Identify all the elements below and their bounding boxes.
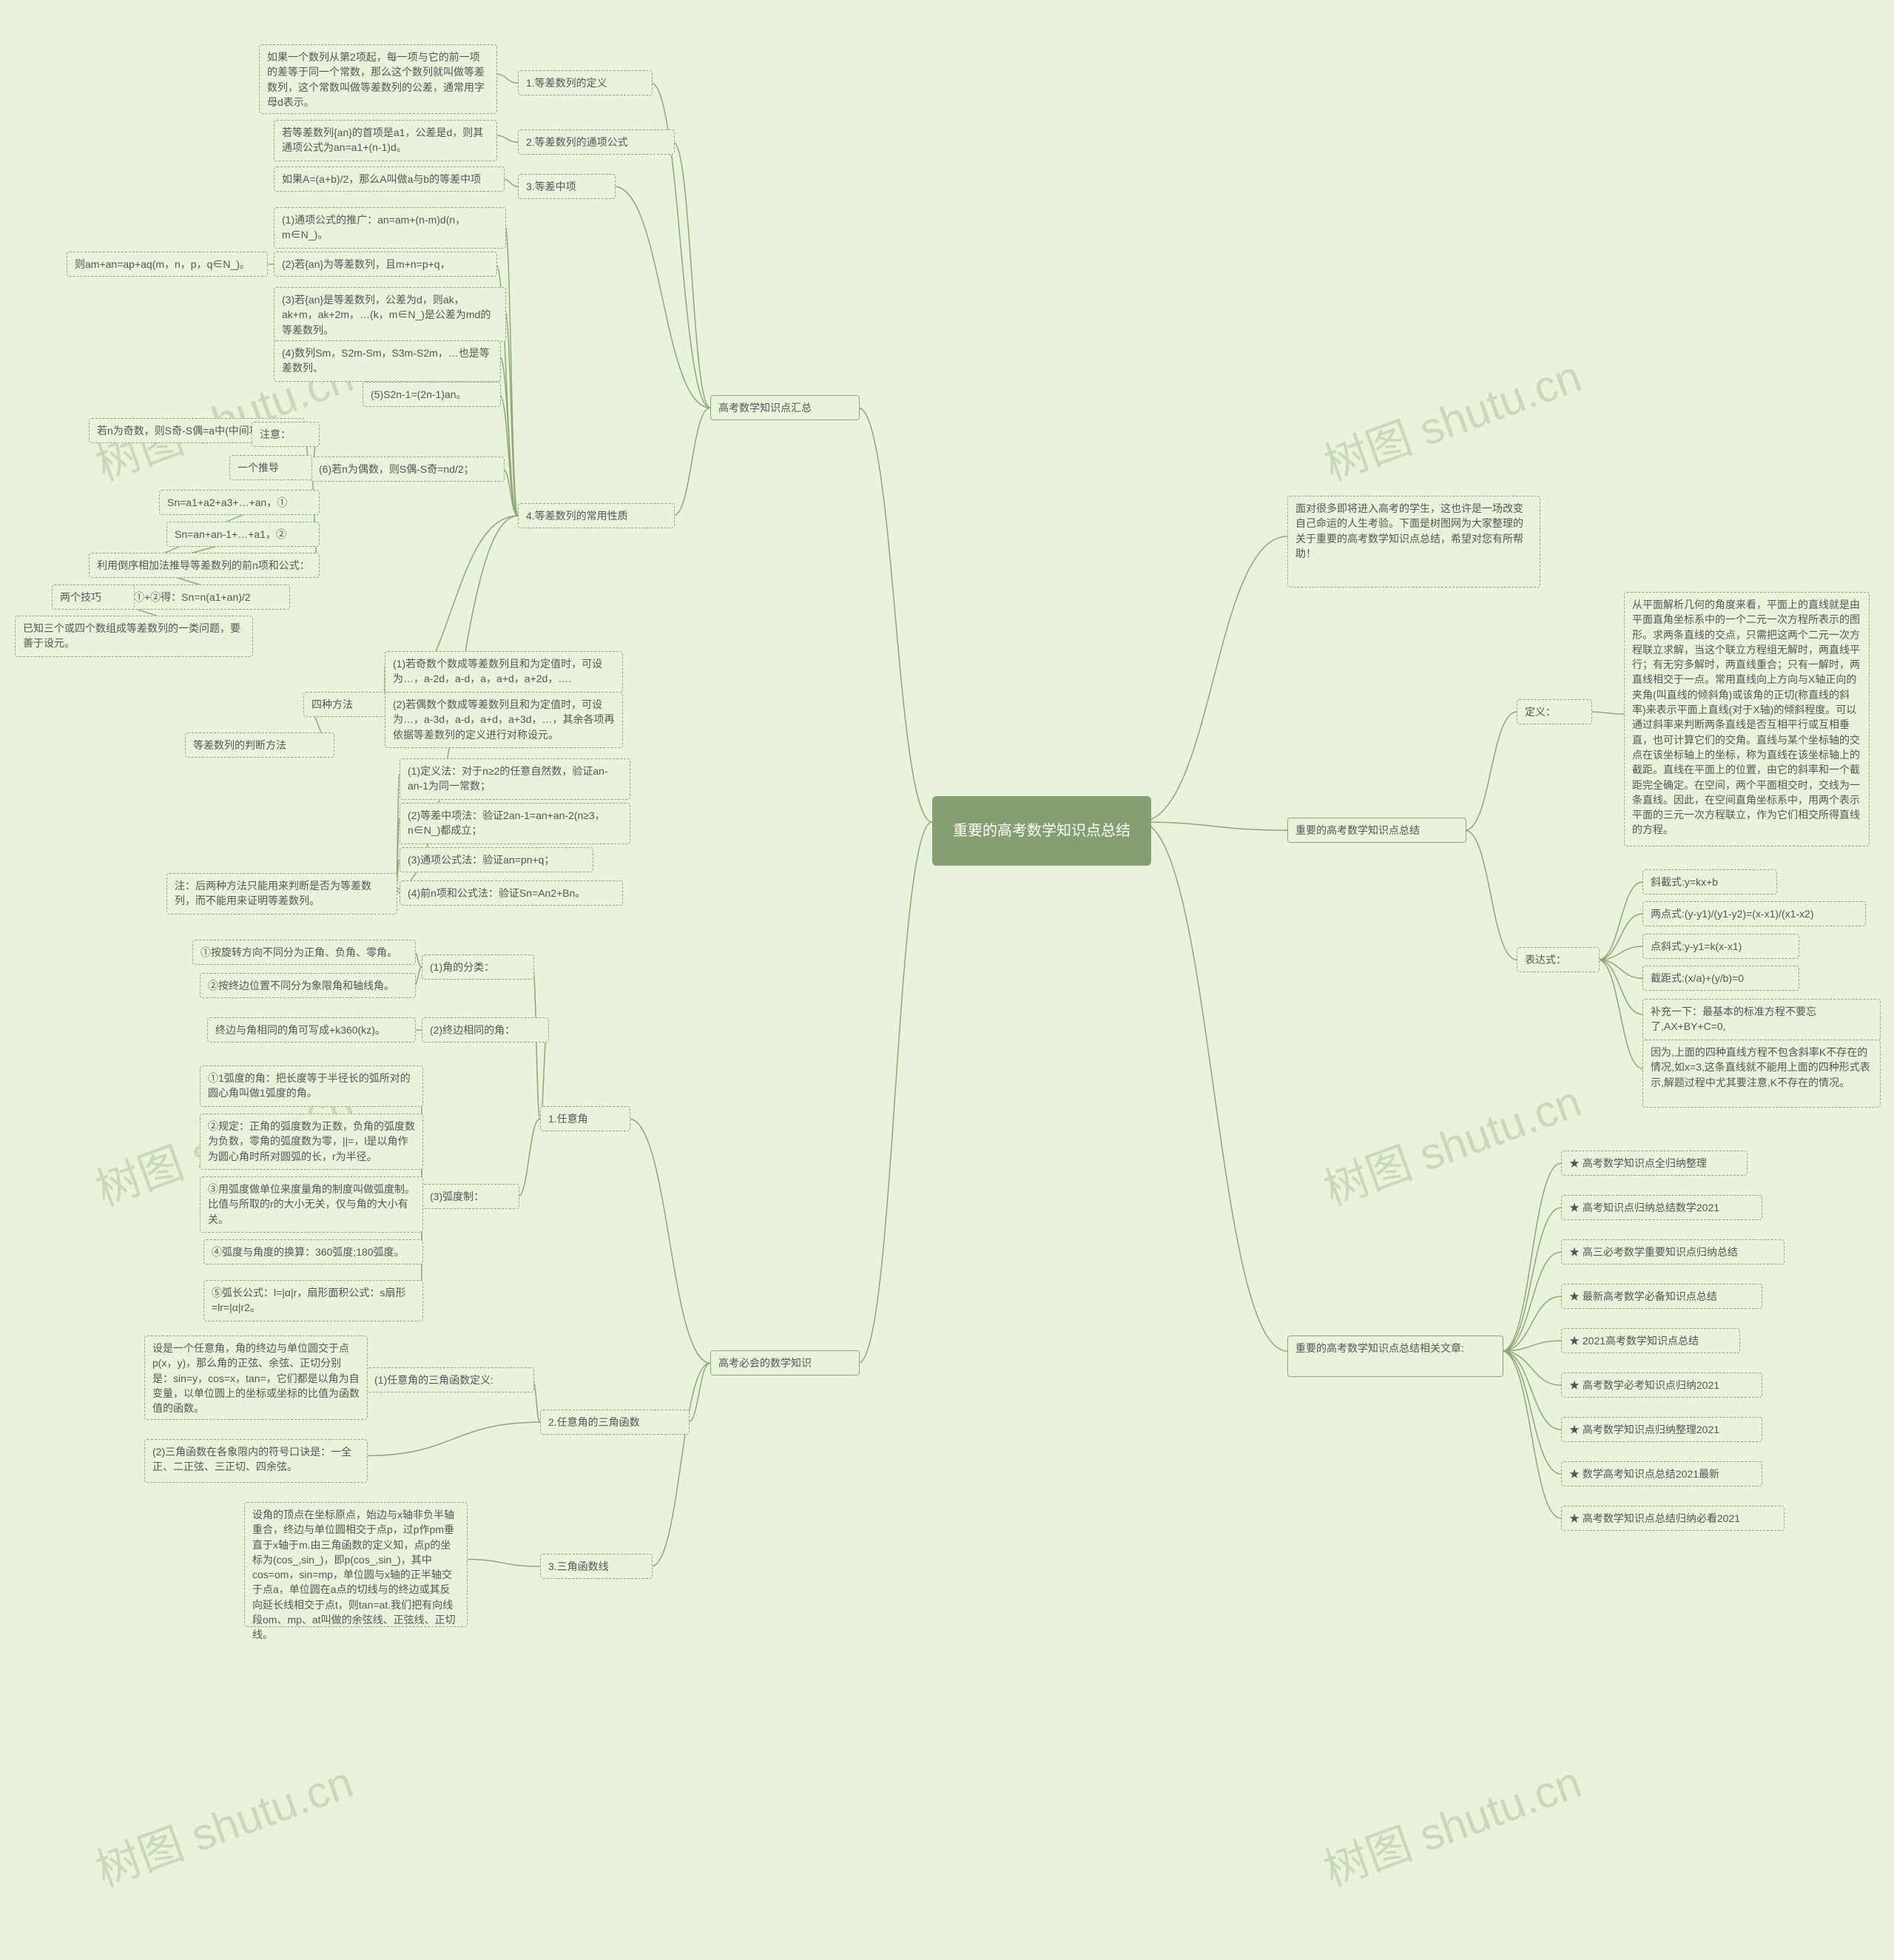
mindmap-node[interactable]: ⑤弧长公式：l=|α|r，扇形面积公式：s扇形=lr=|α|r2。 [203,1280,423,1321]
mindmap-node[interactable]: (1)通项公式的推广：an=am+(n-m)d(n，m∈N_)。 [274,207,506,249]
mindmap-node[interactable]: 从平面解析几何的角度来看，平面上的直线就是由平面直角坐标系中的一个二元一次方程所… [1624,592,1870,846]
mindmap-node[interactable]: 面对很多即将进入高考的学生，这也许是一场改变自己命运的人生考验。下面是树图网为大… [1287,496,1540,587]
mindmap-node[interactable]: 高考数学知识点汇总 [710,395,860,420]
mindmap-node[interactable]: Sn=an+an-1+…+a1，② [166,522,320,547]
mindmap-node[interactable]: 设是一个任意角，角的终边与单位圆交于点p(x，y)，那么角的正弦、余弦、正切分别… [144,1336,368,1420]
mindmap-node[interactable]: 2.等差数列的通项公式 [518,129,675,155]
mindmap-node[interactable]: 则am+an=ap+aq(m，n，p，q∈N_)。 [67,252,268,277]
mindmap-node[interactable]: 两点式:(y-y1)/(y1-y2)=(x-x1)/(x1-x2) [1642,901,1866,926]
mindmap-node[interactable]: 定义： [1517,699,1592,724]
watermark: 树图 shutu.cn [1314,1746,1588,1899]
mindmap-node[interactable]: ★ 数学高考知识点总结2021最新 [1561,1461,1762,1486]
mindmap-node[interactable]: 已知三个或四个数组成等差数列的一类问题，要善于设元。 [15,616,253,657]
mindmap-node[interactable]: ★ 高考数学知识点总结归纳必看2021 [1561,1506,1785,1531]
mindmap-node[interactable]: 等差数列的判断方法 [185,733,334,758]
mindmap-node[interactable]: ★ 高考数学必考知识点归纳2021 [1561,1373,1762,1398]
mindmap-node[interactable]: (4)前n项和公式法：验证Sn=An2+Bn。 [400,880,623,906]
mindmap-node[interactable]: 3.三角函数线 [540,1554,653,1579]
mindmap-node[interactable]: 1.等差数列的定义 [518,70,653,95]
mindmap-node[interactable]: 点斜式:y-y1=k(x-x1) [1642,934,1799,959]
mindmap-node[interactable]: ②按终边位置不同分为象限角和轴线角。 [200,973,416,998]
mindmap-node[interactable]: 高考必会的数学知识 [710,1350,860,1375]
watermark: 树图 shutu.cn [1314,1065,1588,1218]
mindmap-node[interactable]: ③用弧度做单位来度量角的制度叫做弧度制。比值与所取的r的大小无关，仅与角的大小有… [200,1176,423,1233]
mindmap-node[interactable]: 四种方法 [303,692,386,717]
mindmap-node[interactable]: (3)弧度制： [422,1184,519,1209]
mindmap-node[interactable]: 3.等差中项 [518,174,616,199]
mindmap-node[interactable]: ★ 高三必考数学重要知识点归纳总结 [1561,1239,1785,1264]
mindmap-node[interactable]: ④弧度与角度的换算：360弧度;180弧度。 [203,1239,423,1264]
mindmap-node[interactable]: 截距式:(x/a)+(y/b)=0 [1642,966,1799,991]
mindmap-node[interactable]: 注意： [252,422,320,447]
mindmap-node[interactable]: (3)通项公式法：验证an=pn+q； [400,847,593,872]
mindmap-node[interactable]: (2)等差中项法：验证2an-1=an+an-2(n≥3，n∈N_)都成立； [400,803,630,844]
mindmap-node[interactable]: ①1弧度的角：把长度等于半径长的弧所对的圆心角叫做1弧度的角。 [200,1065,423,1107]
watermark: 树图 shutu.cn [86,1746,360,1899]
mindmap-node[interactable]: 斜截式:y=kx+b [1642,869,1777,895]
mindmap-node[interactable]: (6)若n为偶数，则S偶-S奇=nd/2； [311,457,505,482]
mindmap-node[interactable]: 终边与角相同的角可写成+k360(kz)。 [207,1017,416,1043]
mindmap-node[interactable]: (1)定义法：对于n≥2的任意自然数，验证an-an-1为同一常数； [400,758,630,800]
mindmap-node[interactable]: ★ 高考知识点归纳总结数学2021 [1561,1195,1762,1220]
mindmap-root[interactable]: 重要的高考数学知识点总结 [932,796,1151,866]
mindmap-node[interactable]: (1)任意角的三角函数定义: [366,1367,534,1392]
mindmap-node[interactable]: (2)若偶数个数成等差数列且和为定值时，可设为…，a-3d，a-d，a+d，a+… [385,692,623,748]
mindmap-node[interactable]: 注：后两种方法只能用来判断是否为等差数列，而不能用来证明等差数列。 [166,873,397,915]
mindmap-node[interactable]: (1)若奇数个数成等差数列且和为定值时，可设为…，a-2d，a-d，a，a+d，… [385,651,623,693]
mindmap-node[interactable]: (2)终边相同的角： [422,1017,549,1043]
mindmap-node[interactable]: 因为,上面的四种直线方程不包含斜率K不存在的情况,如x=3,这条直线就不能用上面… [1642,1040,1881,1108]
mindmap-node[interactable]: 重要的高考数学知识点总结相关文章: [1287,1336,1503,1377]
mindmap-node[interactable]: (4)数列Sm，S2m-Sm，S3m-S2m，…也是等差数列、 [274,340,501,382]
mindmap-node[interactable]: 两个技巧 [52,585,135,610]
mindmap-node[interactable]: 补充一下：最基本的标准方程不要忘了,AX+BY+C=0, [1642,999,1881,1040]
mindmap-node[interactable]: 4.等差数列的常用性质 [518,503,675,528]
mindmap-node[interactable]: ★ 2021高考数学知识点总结 [1561,1328,1740,1353]
mindmap-node[interactable]: 如果一个数列从第2项起，每一项与它的前一项的差等于同一个常数，那么这个数列就叫做… [259,44,497,114]
mindmap-node[interactable]: 设角的顶点在坐标原点，始边与x轴非负半轴重合，终边与单位圆相交于点p，过p作pm… [244,1502,468,1627]
mindmap-node[interactable]: 2.任意角的三角函数 [540,1410,690,1435]
mindmap-node[interactable]: (2)三角函数在各象限内的符号口诀是：一全正、二正弦、三正切、四余弦。 [144,1439,368,1483]
mindmap-node[interactable]: ★ 最新高考数学必备知识点总结 [1561,1284,1762,1309]
mindmap-node[interactable]: ①+②得：Sn=n(a1+an)/2 [126,585,290,610]
mindmap-node[interactable]: (2)若{an}为等差数列，且m+n=p+q， [274,252,497,277]
mindmap-node[interactable]: 如果A=(a+b)/2，那么A叫做a与b的等差中项 [274,166,505,192]
mindmap-node[interactable]: Sn=a1+a2+a3+…+an，① [159,490,320,515]
mindmap-node[interactable]: 一个推导 [229,455,312,480]
mindmap-node[interactable]: ★ 高考数学知识点归纳整理2021 [1561,1417,1762,1442]
mindmap-node[interactable]: 表达式： [1517,947,1600,972]
mindmap-node[interactable]: (1)角的分类： [422,954,534,980]
mindmap-node[interactable]: ②规定：正角的弧度数为正数，负角的弧度数为负数，零角的弧度数为零，||=，l是以… [200,1114,423,1170]
mindmap-node[interactable]: 利用倒序相加法推导等差数列的前n项和公式： [89,553,320,578]
mindmap-node[interactable]: (3)若{an}是等差数列，公差为d，则ak，ak+m，ak+2m，…(k，m∈… [274,287,506,342]
watermark: 树图 shutu.cn [1314,340,1588,493]
mindmap-node[interactable]: ①按旋转方向不同分为正角、负角、零角。 [192,940,416,965]
mindmap-node[interactable]: 若等差数列{an}的首项是a1，公差是d，则其通项公式为an=a1+(n-1)d… [274,120,497,161]
mindmap-node[interactable]: 1.任意角 [540,1106,630,1131]
mindmap-node[interactable]: ★ 高考数学知识点全归纳整理 [1561,1151,1748,1176]
mindmap-node[interactable]: (5)S2n-1=(2n-1)an。 [363,382,501,407]
mindmap-node[interactable]: 重要的高考数学知识点总结 [1287,818,1466,843]
